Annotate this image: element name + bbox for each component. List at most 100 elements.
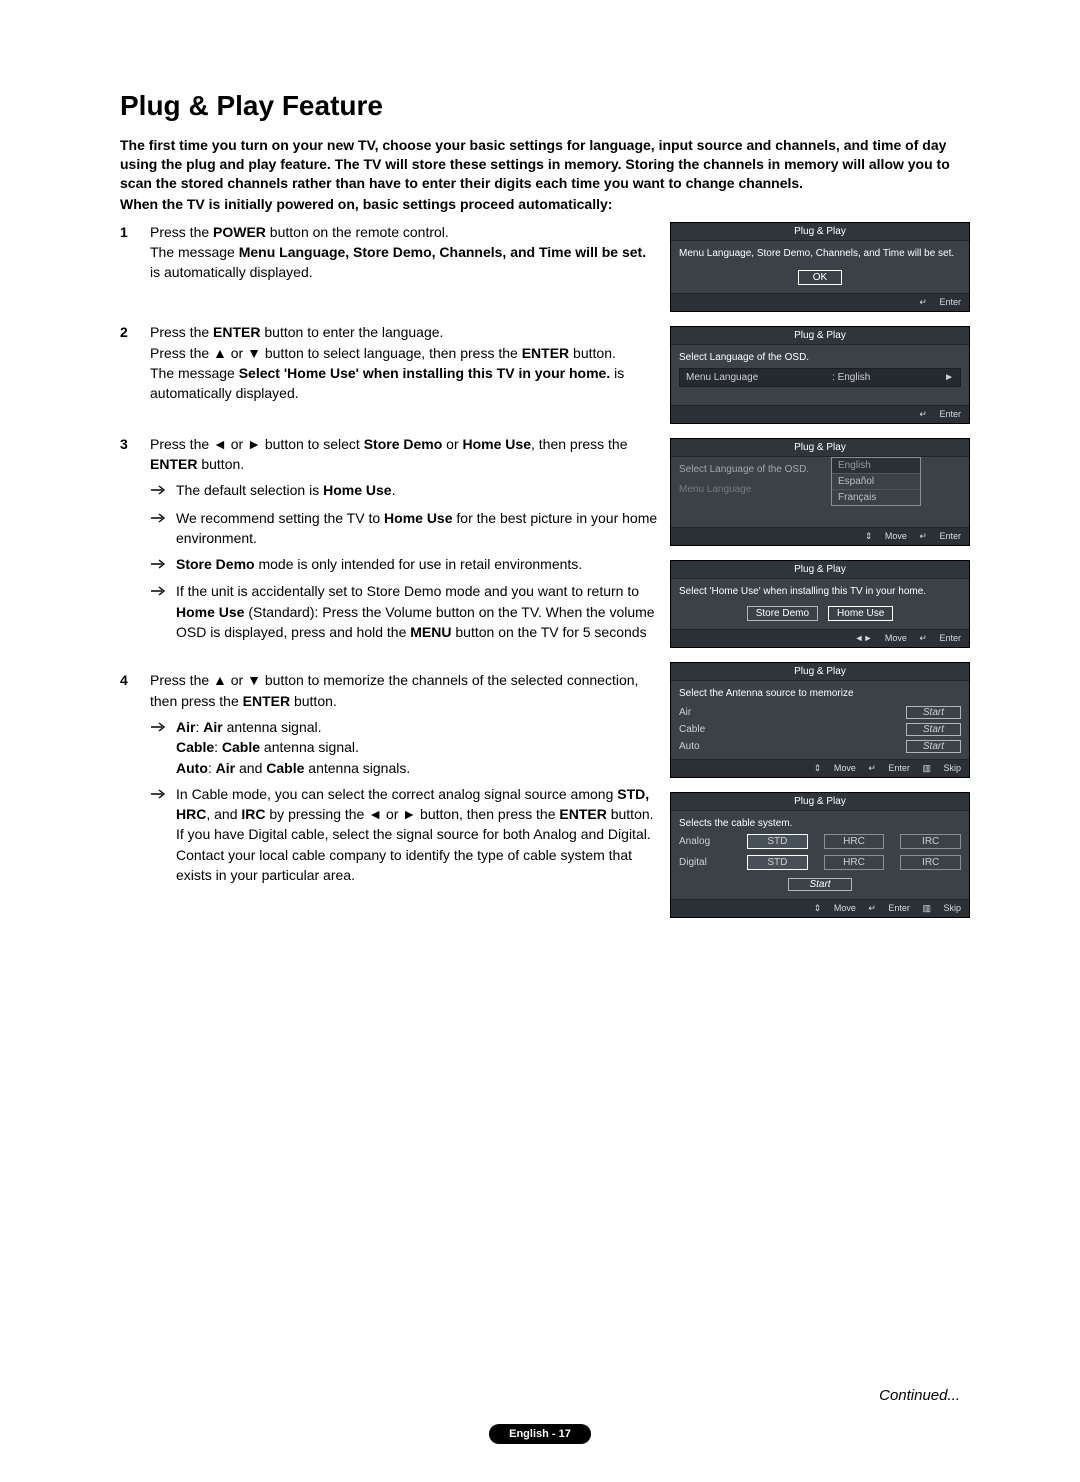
- bullet-arrow-icon: [150, 480, 168, 501]
- dropdown-option[interactable]: English: [832, 458, 920, 474]
- step-3: 3 Press the ◄ or ► button to select Stor…: [120, 434, 658, 643]
- text: button on the TV for 5 seconds: [451, 624, 646, 640]
- bullet-item: We recommend setting the TV to Home Use …: [150, 508, 658, 549]
- osd-message: Menu Language, Store Demo, Channels, and…: [679, 247, 961, 260]
- osd-title: Plug & Play: [671, 793, 969, 811]
- step-number: 3: [120, 434, 136, 643]
- bullet-arrow-icon: [150, 508, 168, 549]
- osd-field[interactable]: Menu Language : English ►: [679, 368, 961, 387]
- dropdown-option[interactable]: Español: [832, 474, 920, 490]
- bullet-item: Store Demo mode is only intended for use…: [150, 554, 658, 575]
- antenna-row[interactable]: Auto Start: [679, 738, 961, 755]
- text: antenna signal.: [260, 739, 359, 755]
- text: Press the: [150, 224, 213, 240]
- enter-icon: ↵: [868, 903, 876, 913]
- osd-title: Plug & Play: [671, 663, 969, 681]
- text-bold: Air: [216, 760, 235, 776]
- start-button[interactable]: Start: [788, 878, 851, 891]
- steps-column: 1 Press the POWER button on the remote c…: [120, 222, 658, 918]
- row-label: Cable: [679, 724, 705, 735]
- text: , and: [206, 806, 241, 822]
- osd-footer: ⇕ Move ↵ Enter ▥ Skip: [671, 759, 969, 777]
- osd-column: Plug & Play Menu Language, Store Demo, C…: [670, 222, 970, 918]
- osd-footer: ↵ Enter: [671, 405, 969, 423]
- home-use-button[interactable]: Home Use: [828, 606, 893, 621]
- osd-title: Plug & Play: [671, 439, 969, 457]
- store-demo-button[interactable]: Store Demo: [747, 606, 818, 621]
- start-button[interactable]: Start: [906, 723, 961, 736]
- osd-footer: ◄► Move ↵ Enter: [671, 629, 969, 647]
- antenna-row[interactable]: AirStart: [679, 704, 961, 721]
- step-number: 1: [120, 222, 136, 283]
- text-bold: Air: [203, 719, 222, 735]
- enter-icon: ↵: [919, 531, 927, 541]
- footer-label: Skip: [943, 903, 961, 913]
- row-label: Digital: [679, 857, 731, 868]
- chevron-right-icon: ►: [944, 372, 954, 383]
- text: If the unit is accidentally set to Store…: [176, 583, 639, 599]
- ok-button[interactable]: OK: [798, 270, 842, 285]
- text-bold: Auto: [176, 760, 208, 776]
- footer-label: Enter: [888, 763, 910, 773]
- text: Press the: [150, 324, 213, 340]
- text-bold: MENU: [410, 624, 451, 640]
- text-bold: Home Use: [384, 510, 452, 526]
- text: button.: [197, 456, 244, 472]
- page-title: Plug & Play Feature: [120, 90, 970, 122]
- osd-title: Plug & Play: [671, 223, 969, 241]
- osd-panel-3: Plug & Play Select Language of the OSD. …: [670, 438, 970, 546]
- osd-message: Select 'Home Use' when installing this T…: [679, 585, 961, 598]
- osd-panel-2: Plug & Play Select Language of the OSD. …: [670, 326, 970, 424]
- start-button[interactable]: Start: [906, 706, 961, 719]
- text-bold: Home Use: [463, 436, 531, 452]
- intro-paragraph: The first time you turn on your new TV, …: [120, 136, 970, 193]
- osd-panel-4: Plug & Play Select 'Home Use' when insta…: [670, 560, 970, 648]
- bullet-item: The default selection is Home Use.: [150, 480, 658, 501]
- bullet-item: If the unit is accidentally set to Store…: [150, 581, 658, 642]
- osd-message: Select the Antenna source to memorize: [679, 687, 961, 700]
- enter-icon: ↵: [919, 409, 927, 419]
- row-label: Auto: [679, 741, 700, 752]
- std-button[interactable]: STD: [747, 834, 808, 849]
- irc-button[interactable]: IRC: [900, 834, 961, 849]
- text-bold: Store Demo: [364, 436, 443, 452]
- text: antenna signals.: [304, 760, 410, 776]
- osd-footer: ⇕ Move ↵ Enter ▥ Skip: [671, 899, 969, 917]
- updown-icon: ⇕: [814, 763, 822, 773]
- footer-label: Enter: [939, 633, 961, 643]
- text: .: [392, 482, 396, 498]
- text-bold: Air: [176, 719, 195, 735]
- text: and: [235, 760, 266, 776]
- language-dropdown[interactable]: English Español Français: [831, 457, 921, 506]
- menu-icon: ▥: [922, 763, 931, 773]
- osd-message: Select Language of the OSD.: [679, 351, 961, 364]
- antenna-row[interactable]: Cable Start: [679, 721, 961, 738]
- field-label: Menu Language: [686, 372, 758, 383]
- start-button[interactable]: Start: [906, 740, 961, 753]
- step-number: 2: [120, 322, 136, 403]
- text: Press the ◄ or ► button to select: [150, 436, 364, 452]
- text: antenna signal.: [223, 719, 322, 735]
- step-2: 2 Press the ENTER button to enter the la…: [120, 322, 658, 403]
- text-bold: Menu Language, Store Demo, Channels, and…: [239, 244, 646, 260]
- footer-label: Skip: [943, 763, 961, 773]
- text-bold: POWER: [213, 224, 266, 240]
- text: button.: [290, 693, 337, 709]
- text-bold: ENTER: [559, 806, 606, 822]
- footer-label: Enter: [888, 903, 910, 913]
- text: The default selection is: [176, 482, 323, 498]
- bullet-item: In Cable mode, you can select the correc…: [150, 784, 658, 885]
- footer-label: Move: [885, 531, 907, 541]
- hrc-button[interactable]: HRC: [824, 834, 885, 849]
- text: The message: [150, 365, 239, 381]
- leftright-icon: ◄►: [855, 633, 873, 643]
- text: The message: [150, 244, 239, 260]
- std-button[interactable]: STD: [747, 855, 808, 870]
- dropdown-option[interactable]: Français: [832, 490, 920, 505]
- irc-button[interactable]: IRC: [900, 855, 961, 870]
- enter-icon: ↵: [868, 763, 876, 773]
- intro-subhead: When the TV is initially powered on, bas…: [120, 195, 970, 214]
- osd-title: Plug & Play: [671, 561, 969, 579]
- bullet-arrow-icon: [150, 717, 168, 778]
- hrc-button[interactable]: HRC: [824, 855, 885, 870]
